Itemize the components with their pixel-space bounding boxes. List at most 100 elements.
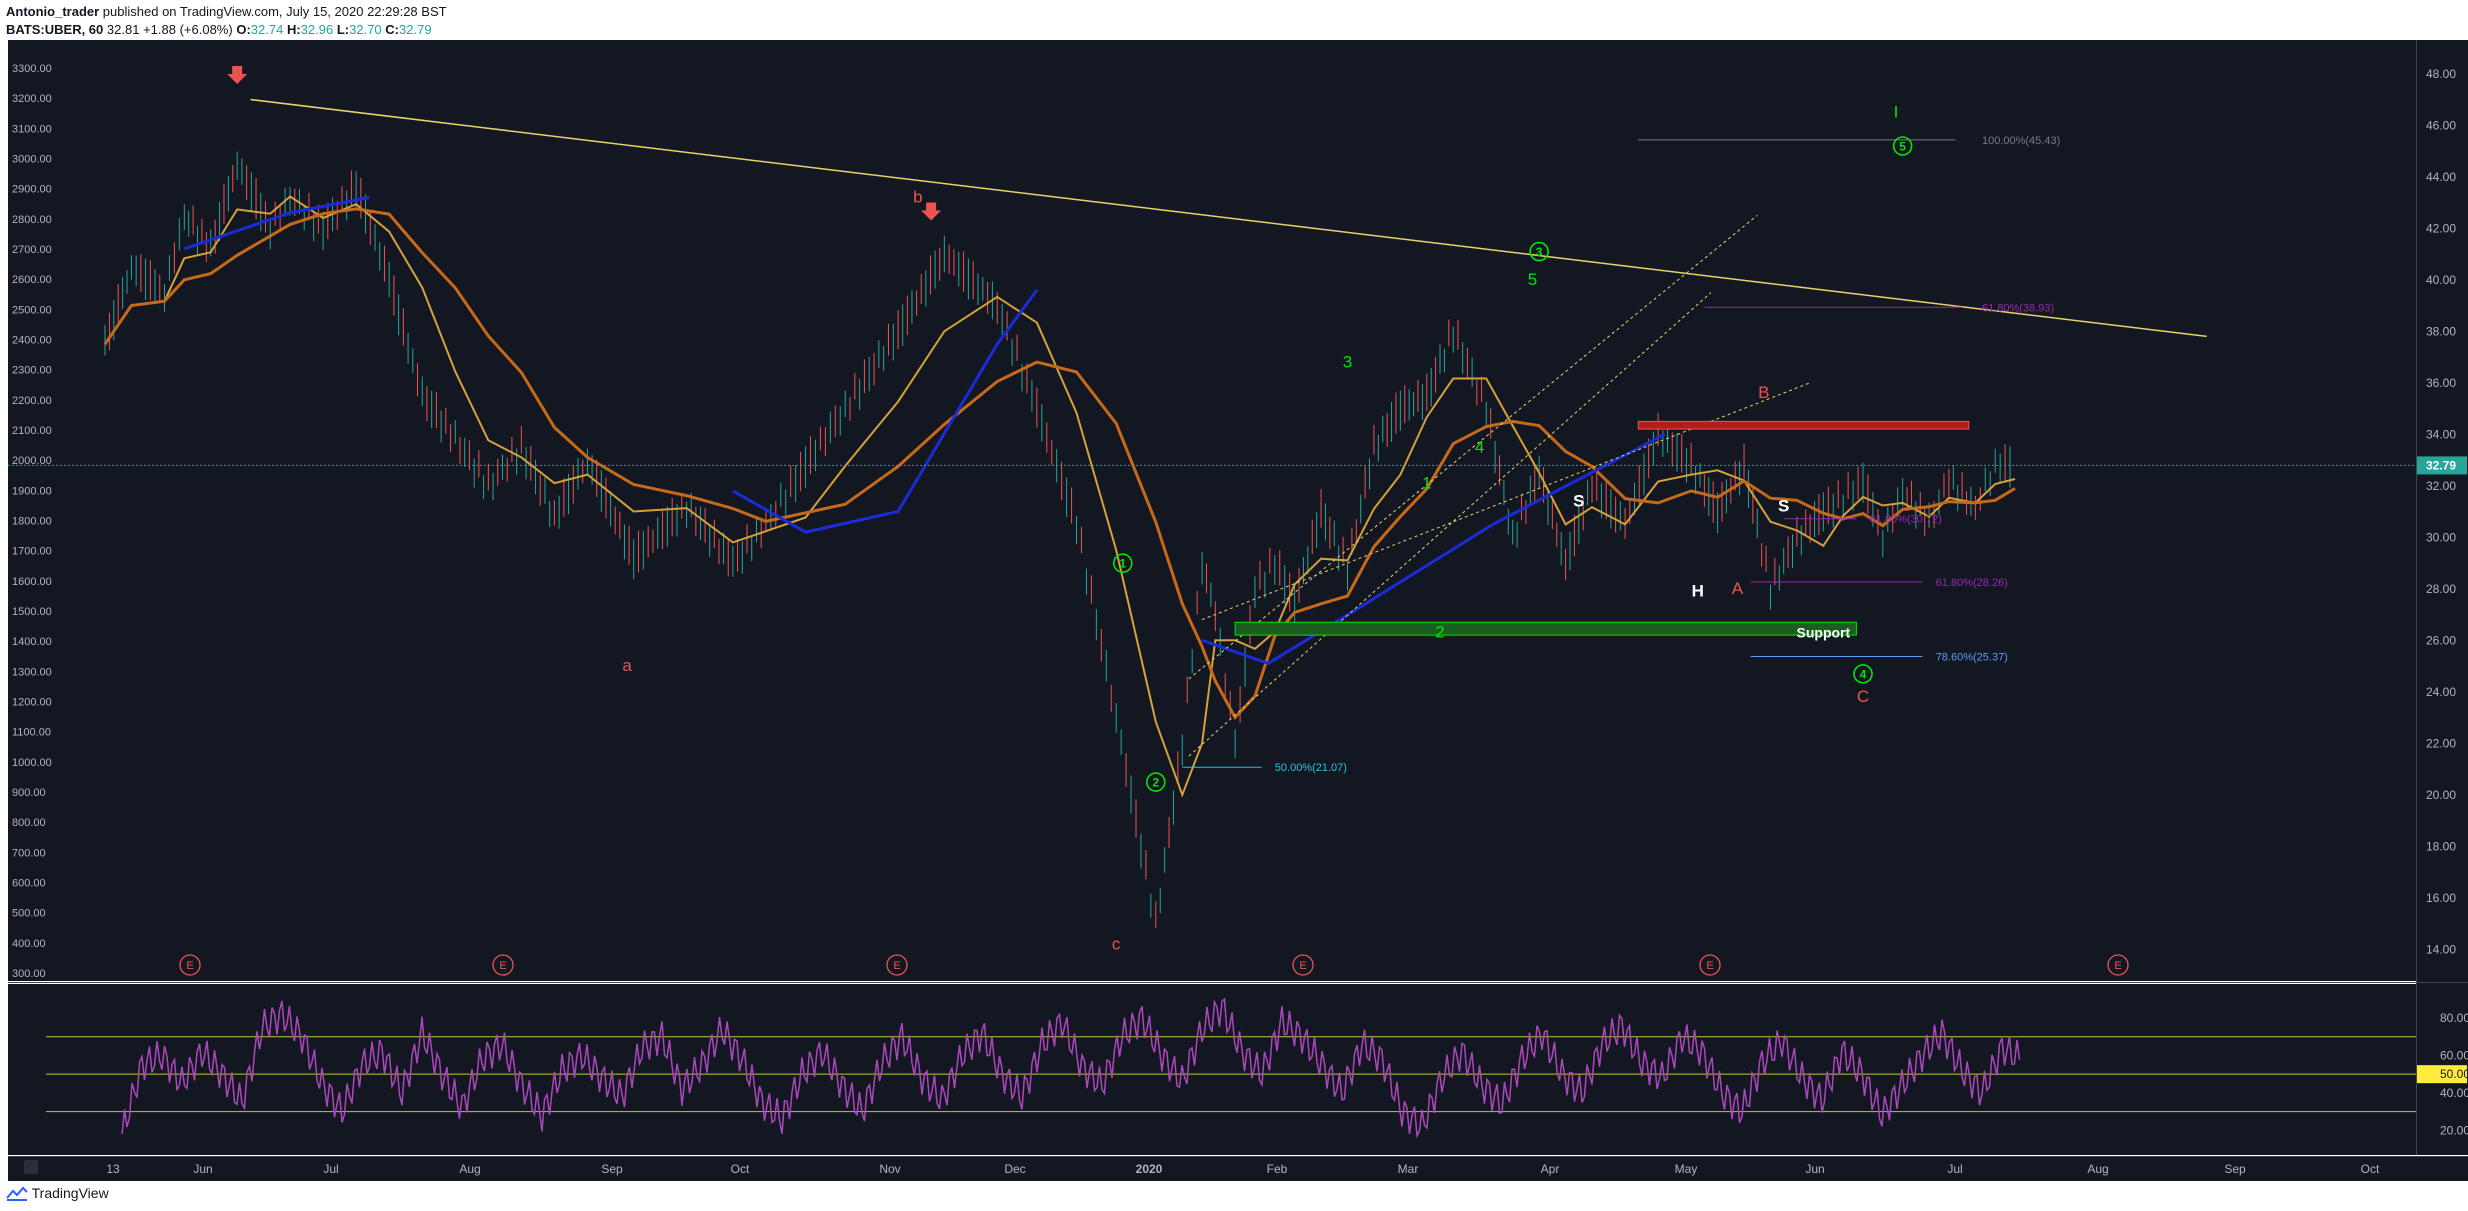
wave-circle-icon bbox=[1146, 772, 1166, 792]
wave-label: 3 bbox=[1343, 352, 1352, 371]
wave-label: A bbox=[1732, 579, 1744, 598]
earnings-label: E bbox=[2114, 960, 2121, 972]
left-axis-tick: 2100.00 bbox=[12, 425, 52, 437]
wave-label: b bbox=[913, 188, 922, 207]
wave-label: 1 bbox=[1422, 473, 1431, 492]
right-axis-tick: 16.00 bbox=[2426, 891, 2456, 905]
symbol-label[interactable]: BATS:UBER, 60 bbox=[6, 22, 104, 37]
channel-line bbox=[1188, 214, 1758, 680]
earnings-marker-icon bbox=[179, 954, 201, 976]
x-axis-tick: Aug bbox=[2087, 1162, 2108, 1176]
left-axis-tick: 1100.00 bbox=[12, 727, 51, 739]
ma-slow-line bbox=[103, 207, 2016, 721]
ma-trend-line bbox=[732, 289, 1039, 534]
wave-label: B bbox=[1758, 383, 1769, 402]
wave-label: 2 bbox=[1152, 776, 1159, 790]
wave-label: I bbox=[1894, 103, 1899, 122]
brand-label: TradingView bbox=[31, 1185, 109, 1201]
ma-trend-line bbox=[183, 195, 370, 251]
earnings-marker-icon bbox=[1699, 954, 1721, 976]
x-axis-tick: Oct bbox=[731, 1162, 750, 1176]
right-axis-tick: 30.00 bbox=[2426, 530, 2456, 544]
earnings-marker-icon bbox=[492, 954, 514, 976]
rsi-axis-tick: 20.00 bbox=[2440, 1123, 2468, 1137]
rsi-axis-tick: 60.00 bbox=[2440, 1048, 2468, 1062]
wave-label: C bbox=[1857, 687, 1869, 706]
x-axis-tick: Sep bbox=[601, 1162, 623, 1176]
wave-label: c bbox=[1112, 934, 1121, 953]
wave-circle-icon bbox=[1892, 136, 1913, 156]
author-name[interactable]: Antonio_trader bbox=[6, 4, 100, 19]
left-axis-tick: 400.00 bbox=[12, 938, 46, 950]
left-axis-tick: 1800.00 bbox=[12, 516, 52, 528]
earnings-label: E bbox=[1299, 960, 1306, 972]
current-price-label: 32.79 bbox=[2426, 458, 2456, 472]
right-axis-tick: 18.00 bbox=[2426, 839, 2456, 853]
x-axis-tick: Feb bbox=[1267, 1162, 1288, 1176]
left-axis-tick: 1200.00 bbox=[12, 697, 52, 709]
ma-trend-line bbox=[1201, 432, 1666, 666]
chart-header: Antonio_trader published on TradingView.… bbox=[0, 0, 2468, 40]
x-axis-tick: 13 bbox=[106, 1162, 120, 1176]
left-axis-tick: 3200.00 bbox=[12, 93, 52, 105]
left-axis-tick: 1000.00 bbox=[12, 757, 52, 769]
left-axis-tick: 2800.00 bbox=[12, 214, 52, 226]
left-axis-tick: 2400.00 bbox=[12, 335, 52, 347]
fib-level-label: 61.80%(28.26) bbox=[1936, 577, 2008, 589]
left-axis-tick: 2200.00 bbox=[12, 395, 52, 407]
ma-fast-line bbox=[104, 195, 2016, 798]
x-axis-bg bbox=[8, 1156, 2468, 1181]
earnings-marker-icon bbox=[1292, 954, 1314, 976]
down-arrow-icon bbox=[921, 202, 942, 221]
left-axis-tick: 600.00 bbox=[12, 878, 46, 890]
left-axis-tick: 1600.00 bbox=[12, 576, 52, 588]
wave-circle-icon bbox=[1853, 664, 1873, 684]
x-axis-tick: Aug bbox=[459, 1162, 480, 1176]
x-axis-tick: May bbox=[1675, 1162, 1698, 1176]
left-axis-tick: 2500.00 bbox=[12, 304, 52, 316]
rsi-axis-tick: 80.00 bbox=[2440, 1011, 2468, 1025]
wave-circle-icon bbox=[1112, 553, 1133, 573]
right-axis-tick: 28.00 bbox=[2426, 582, 2456, 596]
right-axis-tick: 32.00 bbox=[2426, 479, 2456, 493]
left-axis-tick: 700.00 bbox=[12, 847, 46, 859]
tradingview-logo[interactable]: TradingView bbox=[6, 1185, 109, 1202]
high-label: H: bbox=[286, 22, 301, 37]
high-value: 32.96 bbox=[300, 22, 334, 37]
x-axis-tick: Jul bbox=[1947, 1162, 1962, 1176]
symbol-line: BATS:UBER, 60 32.81 +1.88 (+6.08%) O:32.… bbox=[6, 22, 432, 37]
wave-circle-icon bbox=[1529, 241, 1549, 262]
wave-label: 4 bbox=[1860, 667, 1867, 681]
price-chart[interactable]: 48.00 46.00 44.00 42.00 40.00 38.00 36.00 34.00… bbox=[0, 40, 2468, 1181]
x-axis-tick: Apr bbox=[1541, 1162, 1560, 1176]
right-axis-tick: 36.00 bbox=[2426, 376, 2456, 390]
resistance-zone bbox=[1637, 420, 1970, 430]
tradingview-icon bbox=[6, 1186, 28, 1202]
right-axis-tick: 38.00 bbox=[2426, 324, 2456, 338]
rsi-line bbox=[121, 997, 2021, 1139]
earnings-label: E bbox=[893, 960, 900, 972]
open-value: 32.74 bbox=[250, 22, 284, 37]
wave-label: S bbox=[1778, 497, 1789, 516]
support-zone bbox=[1234, 621, 1857, 636]
left-axis-tick: 800.00 bbox=[12, 817, 46, 829]
right-axis-tick: 48.00 bbox=[2426, 67, 2456, 81]
left-axis-tick: 1700.00 bbox=[12, 546, 52, 558]
x-axis-tick: Jun bbox=[1805, 1162, 1824, 1176]
price-change: +1.88 (+6.08%) bbox=[143, 22, 233, 37]
left-axis-tick: 2700.00 bbox=[12, 244, 52, 256]
channel-line bbox=[1188, 292, 1712, 757]
wave-label: 4 bbox=[1475, 437, 1484, 456]
right-axis-tick: 42.00 bbox=[2426, 221, 2456, 235]
wave-label: S bbox=[1573, 491, 1584, 510]
publisher-line: Antonio_trader published on TradingView.… bbox=[6, 4, 447, 19]
left-axis-tick: 300.00 bbox=[12, 968, 46, 980]
earnings-marker-icon bbox=[886, 954, 908, 976]
left-axis-tick: 2000.00 bbox=[12, 455, 52, 467]
wave-label: a bbox=[622, 656, 632, 675]
right-axis-tick: 44.00 bbox=[2426, 170, 2456, 184]
open-label: O: bbox=[236, 22, 251, 37]
close-label: C: bbox=[385, 22, 400, 37]
wave-label: 2 bbox=[1435, 623, 1444, 642]
right-axis-bg bbox=[2416, 40, 2468, 1155]
